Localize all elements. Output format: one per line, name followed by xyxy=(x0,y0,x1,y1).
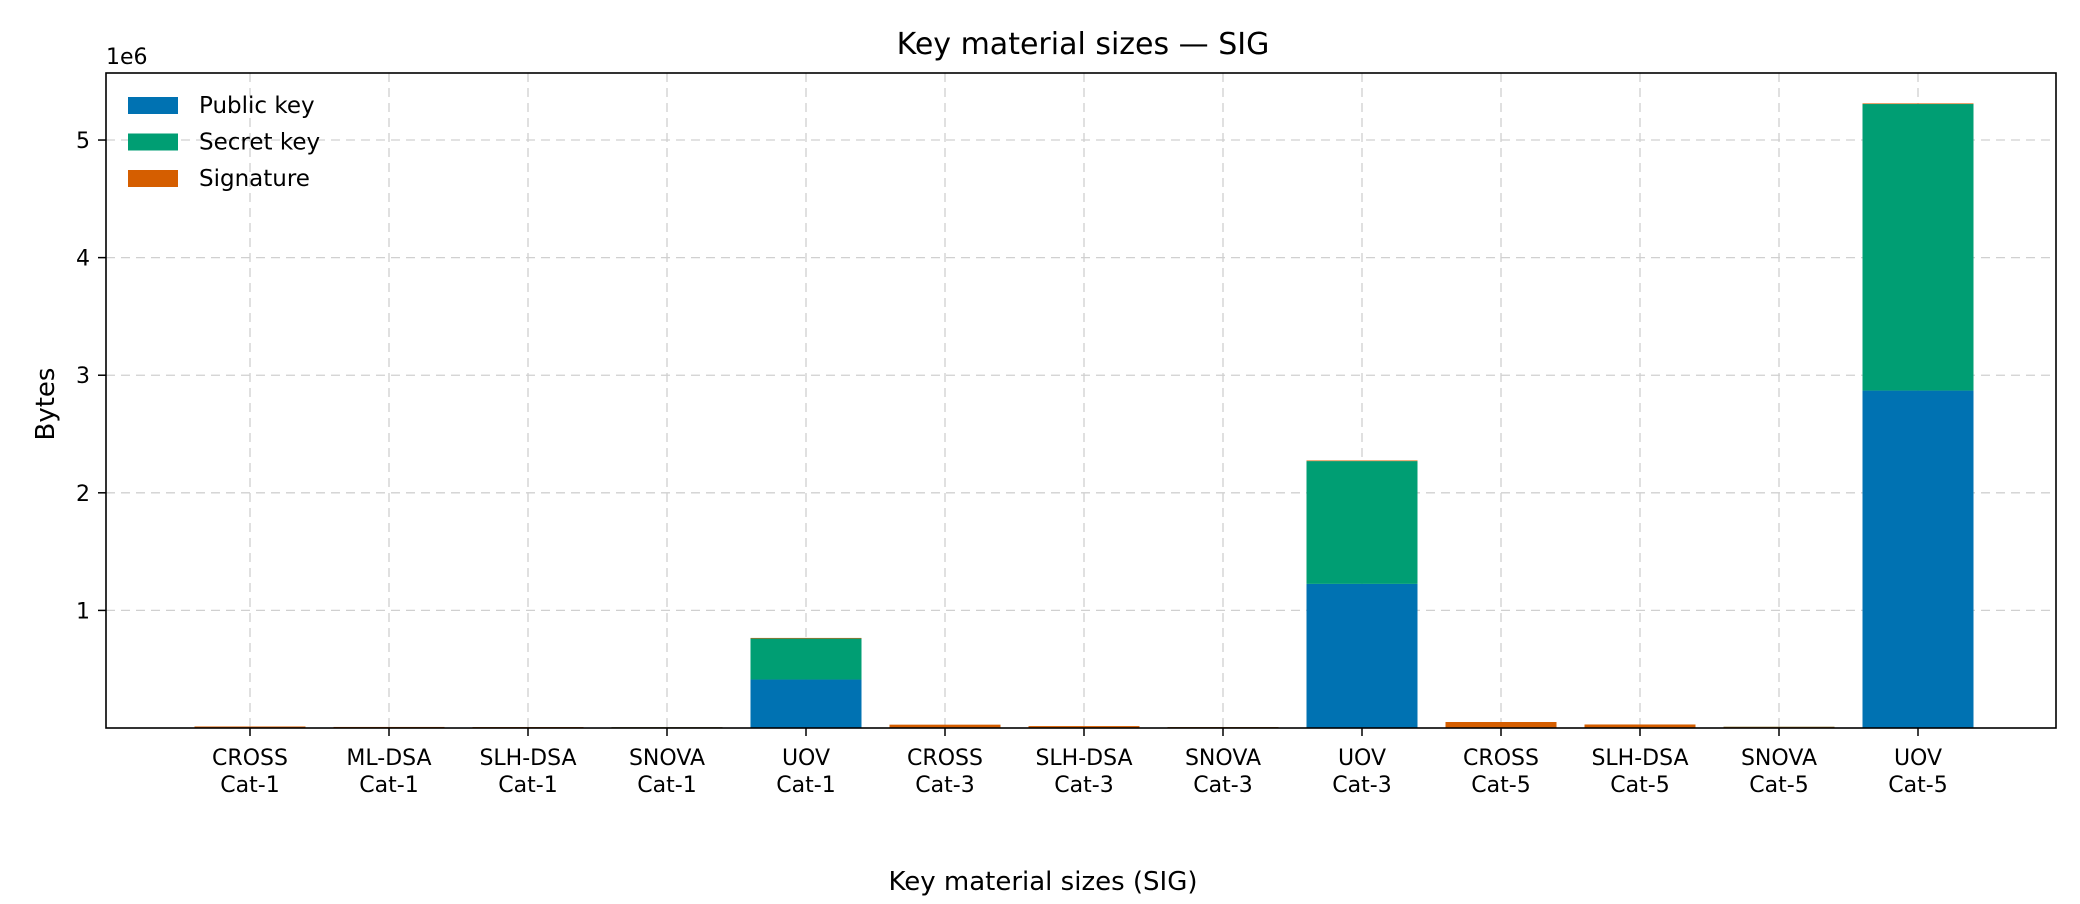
legend-label: Signature xyxy=(199,166,310,192)
bar-segment-signature xyxy=(1445,721,1557,728)
y-tick-label: 1 xyxy=(76,599,90,624)
y-tick-label: 5 xyxy=(76,129,90,154)
bar-segment-signature xyxy=(1584,724,1696,728)
grid-lines xyxy=(106,73,2056,728)
x-tick-label: CROSS Cat-1 xyxy=(212,746,288,798)
legend: Public key Secret key Signature xyxy=(128,93,320,192)
x-axis-label: Key material sizes (SIG) xyxy=(888,867,1197,897)
x-tick-label: ML-DSA Cat-1 xyxy=(346,746,431,798)
bar-segment-signature xyxy=(1862,103,1974,105)
x-tick-label: SNOVA Cat-5 xyxy=(1741,746,1817,798)
legend-swatch xyxy=(128,97,178,114)
y-tick-label: 3 xyxy=(76,364,90,389)
x-tick-label: SNOVA Cat-3 xyxy=(1185,746,1261,798)
bar-segment-signature xyxy=(750,637,862,639)
y-axis-offset-label: 1e6 xyxy=(106,45,148,70)
y-tick-label: 2 xyxy=(76,482,90,507)
legend-swatch xyxy=(128,170,178,187)
axis-ticks: 1 2 3 4 5 CROSS Cat-1 ML-DSA Cat-1 SLH-DSA Cat-1 SN… xyxy=(76,129,1948,798)
x-tick-label: SLH-DSA Cat-3 xyxy=(1035,746,1132,798)
bar-segment-secret-key xyxy=(1862,104,1974,391)
bar-segment-public-key xyxy=(1862,390,1974,728)
bar-segment-secret-key xyxy=(750,638,862,680)
x-tick-label: CROSS Cat-3 xyxy=(907,746,983,798)
legend-label: Public key xyxy=(199,93,315,119)
bar-segment-signature xyxy=(1306,460,1418,462)
y-axis-label: Bytes xyxy=(31,368,61,441)
bar-segment-public-key xyxy=(1306,583,1418,728)
bars xyxy=(194,103,1974,728)
chart-title: Key material sizes — SIG xyxy=(897,27,1270,62)
y-tick-label: 4 xyxy=(76,247,90,272)
bar-segment-signature xyxy=(1028,726,1140,728)
x-tick-label: SLH-DSA Cat-5 xyxy=(1591,746,1688,798)
bar-segment-signature xyxy=(1723,726,1835,728)
x-tick-label: UOV Cat-3 xyxy=(1332,746,1391,798)
bar-segment-secret-key xyxy=(1306,461,1418,584)
bar-segment-public-key xyxy=(750,679,862,728)
x-tick-label: CROSS Cat-5 xyxy=(1463,746,1539,798)
legend-label: Secret key xyxy=(199,130,320,156)
plot-frame xyxy=(105,72,2057,729)
legend-swatch xyxy=(128,133,178,151)
x-tick-label: SNOVA Cat-1 xyxy=(629,746,705,798)
x-tick-label: SLH-DSA Cat-1 xyxy=(479,746,576,798)
x-tick-label: UOV Cat-1 xyxy=(776,746,835,798)
bar-segment-signature xyxy=(889,724,1001,728)
x-tick-label: UOV Cat-5 xyxy=(1888,746,1947,798)
